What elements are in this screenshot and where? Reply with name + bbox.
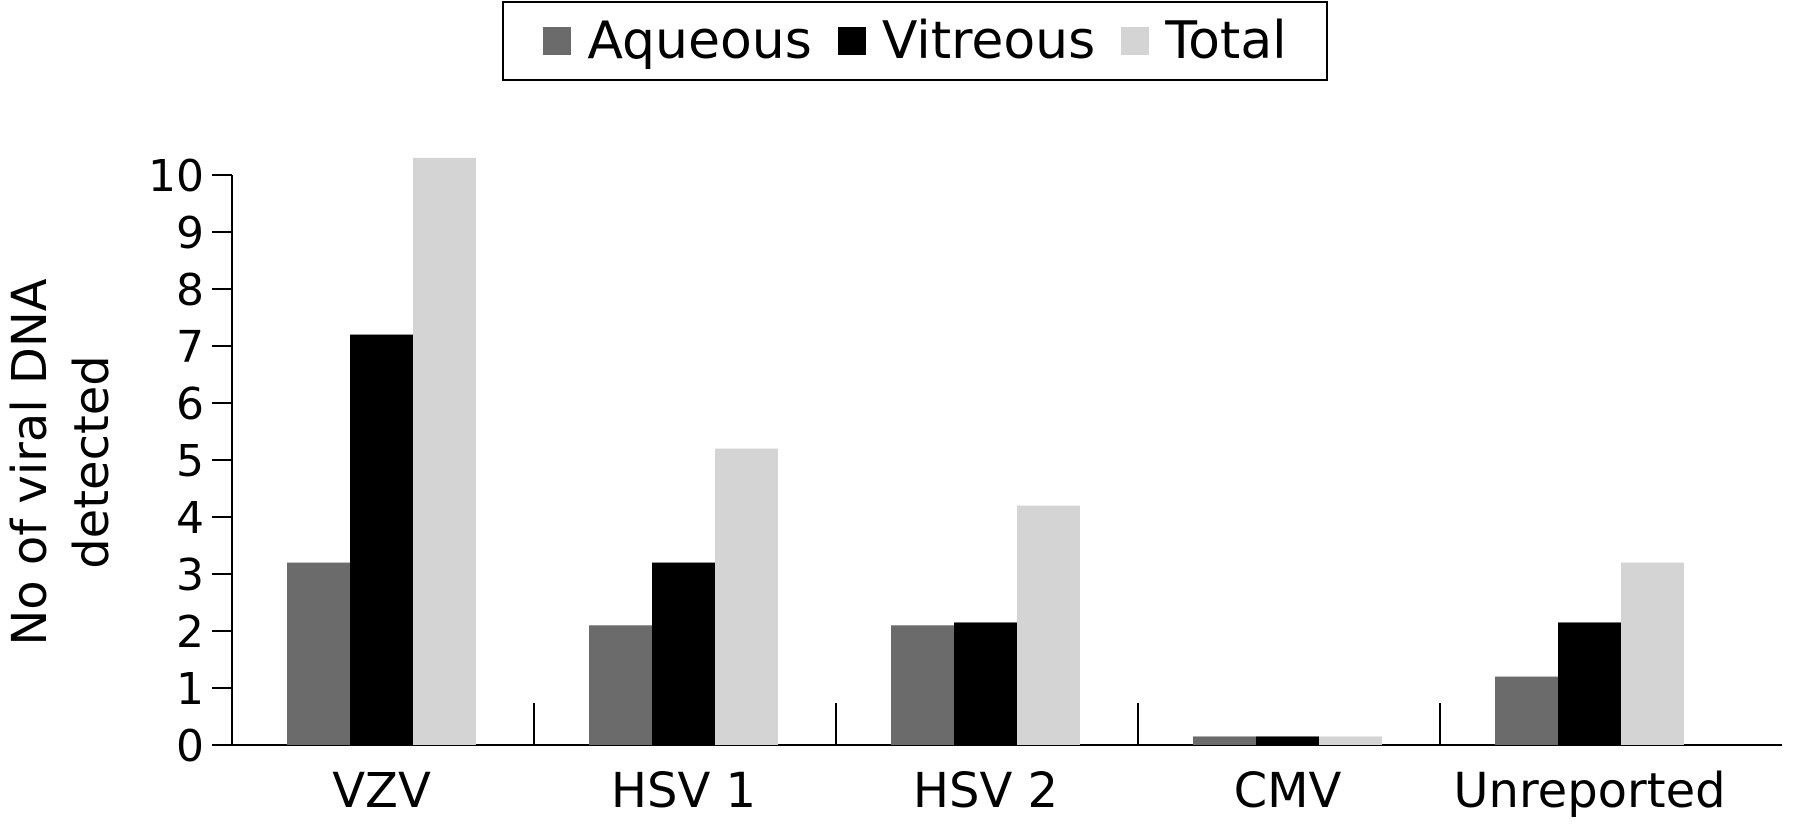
legend-item-vitreous: Vitreous [837,11,1096,71]
y-tick-label: 5 [176,436,204,487]
bar-aqueous [891,625,954,745]
x-category-label: HSV 1 [611,763,756,819]
y-axis-label-line: detected [64,355,120,569]
bar-total [1017,505,1080,745]
legend-item-total: Total [1121,11,1287,71]
y-tick-label: 8 [176,265,204,316]
legend-item-aqueous: Aqueous [543,11,812,71]
legend: Aqueous Vitreous Total [502,1,1328,81]
bar-vitreous [954,622,1017,745]
y-axis-label-line: No of viral DNA [2,278,58,645]
y-tick-label: 2 [176,607,204,658]
legend-label: Total [1165,11,1287,71]
legend-swatch [543,27,572,55]
y-tick-label: 4 [176,493,204,544]
y-tick-label: 9 [176,208,204,259]
bar-aqueous [589,625,652,745]
y-axis-label: No of viral DNA detected [2,278,120,645]
bar-aqueous [287,562,350,745]
x-category-label: HSV 2 [913,763,1058,819]
bar-vitreous [350,334,413,745]
x-category-label: VZV [332,763,431,819]
bar-aqueous [1495,676,1558,745]
y-tick-label: 10 [148,151,204,202]
y-tick-label: 0 [176,721,204,772]
bar-vitreous [1256,736,1319,745]
bar-aqueous [1193,736,1256,745]
bars [287,157,1684,745]
x-category-label: Unreported [1453,763,1725,819]
bar-total [413,157,476,745]
legend-swatch [837,27,866,55]
y-tick-label: 6 [176,379,204,430]
x-category-label: CMV [1234,763,1342,819]
y-axis-tick-labels: 0 1 2 3 4 5 6 7 8 9 10 [148,151,204,772]
legend-label: Aqueous [587,11,812,71]
bar-total [1621,562,1684,745]
bar-vitreous [1558,622,1621,745]
bar-vitreous [652,562,715,745]
y-tick-label: 1 [176,664,204,715]
legend-swatch [1121,27,1150,55]
bar-total [1319,736,1382,745]
y-tick-label: 7 [176,322,204,373]
legend-label: Vitreous [881,11,1096,71]
x-axis-labels: VZV HSV 1 HSV 2 CMV Unreported [332,763,1725,819]
y-tick-label: 3 [176,550,204,601]
bar-total [715,448,778,745]
